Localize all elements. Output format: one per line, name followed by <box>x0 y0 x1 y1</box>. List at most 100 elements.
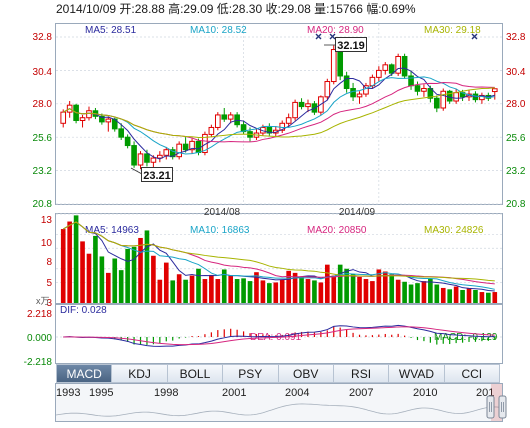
volume-ytick: 3 <box>46 298 52 309</box>
price-ytick-right: 23.2 <box>506 166 526 177</box>
price-panel-frame <box>55 23 503 205</box>
volume-bar <box>151 255 156 303</box>
volume-ma10-label: MA10: 16863 <box>190 225 250 236</box>
candle <box>118 123 125 140</box>
candle-body <box>440 90 447 109</box>
candle-body <box>292 101 298 119</box>
volume-bar <box>344 268 349 303</box>
event-markers[interactable] <box>315 33 478 40</box>
volume-bar <box>157 279 163 303</box>
timeline-year: 1993 <box>56 387 80 399</box>
candle <box>285 113 292 128</box>
volume-bar <box>318 282 324 303</box>
candle-body <box>124 136 131 147</box>
candle-body <box>60 111 67 124</box>
candle-body <box>382 64 389 71</box>
macd-ytick: 2.218 <box>27 309 52 320</box>
event-marker-icon <box>329 33 336 40</box>
volume-bar <box>279 279 285 303</box>
candle <box>189 138 195 154</box>
tab-macd[interactable]: MACD <box>56 364 113 383</box>
price-ytick-left: 23.2 <box>33 166 53 177</box>
candle <box>298 98 305 110</box>
candle <box>221 107 228 122</box>
volume-bar <box>267 283 272 303</box>
price-ytick-right: 25.6 <box>506 133 526 144</box>
volume-bar <box>382 271 388 303</box>
macd-value-label: MACD: -0.129 <box>434 332 498 343</box>
price-ytick-right: 20.8 <box>506 199 526 210</box>
volume-bar <box>241 278 246 303</box>
timeline-frame[interactable] <box>55 383 503 422</box>
timeline-handle-left[interactable] <box>486 395 495 419</box>
candle <box>176 141 182 160</box>
candle <box>163 146 170 160</box>
candle <box>305 99 311 113</box>
candle-body <box>305 103 311 108</box>
macd-ytick: -2.218 <box>24 357 53 368</box>
volume-ytick: 13 <box>41 215 53 226</box>
candle-body <box>337 49 344 77</box>
candle-body <box>414 85 421 92</box>
price-ytick-left: 30.4 <box>33 67 53 78</box>
candle-body <box>79 117 86 122</box>
candle <box>227 112 234 124</box>
volume-bar <box>447 289 453 303</box>
candle-body <box>227 114 234 120</box>
tab-cci[interactable]: CCI <box>444 364 500 383</box>
candle <box>440 88 447 111</box>
timeline-history-line <box>55 403 501 417</box>
candle <box>376 66 382 82</box>
candle <box>395 53 401 76</box>
macd-dif-label: DIF: 0.028 <box>60 305 107 316</box>
price-ma30-label: MA30: 29.18 <box>424 25 481 36</box>
volume-bar <box>286 270 291 303</box>
tab-kdj[interactable]: KDJ <box>112 364 168 383</box>
volume-bar <box>273 282 279 303</box>
volume-bar <box>144 230 150 303</box>
candle <box>182 137 189 153</box>
volume-bar <box>421 281 427 303</box>
price-header: 2014/10/09 开:28.88 高:29.09 低:28.30 收:29.… <box>56 1 416 16</box>
volume-bar <box>408 284 414 303</box>
price-moving-averages <box>62 67 495 160</box>
tab-boll[interactable]: BOLL <box>167 364 224 383</box>
timeline-year: 2001 <box>222 387 246 399</box>
volume-ma20-label: MA20: 20850 <box>307 225 367 236</box>
candle <box>330 45 337 85</box>
price-ytick-left: 32.8 <box>33 32 53 43</box>
price-ma30-line <box>62 87 495 138</box>
candle-body <box>214 114 221 128</box>
candle <box>337 48 344 81</box>
indicator-tabs: MACD KDJ BOLL PSY OBV RSI WVAD CCI <box>56 364 500 383</box>
timeline-year: 1998 <box>154 387 178 399</box>
candle <box>73 103 79 124</box>
volume-bar <box>221 269 227 303</box>
macd-dif-line <box>63 324 495 347</box>
volume-bar <box>453 286 459 303</box>
volume-ytick: 5 <box>46 278 52 289</box>
volume-ytick: 10 <box>41 238 53 249</box>
tab-rsi[interactable]: RSI <box>333 364 390 383</box>
candle-body <box>324 81 331 98</box>
candle-body <box>182 143 189 151</box>
tab-wvad[interactable]: WVAD <box>389 364 445 383</box>
price-ytick-left: 20.8 <box>33 199 53 210</box>
volume-bar <box>305 279 311 303</box>
candle <box>343 71 350 93</box>
timeline-handle-right[interactable] <box>498 395 507 419</box>
volume-bar <box>440 287 446 303</box>
tab-obv[interactable]: OBV <box>278 364 334 383</box>
tab-psy[interactable]: PSY <box>223 364 279 383</box>
volume-bars <box>60 215 498 303</box>
volume-bar <box>415 283 420 303</box>
volume-bar <box>460 289 465 303</box>
timeline-selection[interactable] <box>491 384 502 421</box>
candle-body <box>189 140 195 151</box>
volume-bar <box>350 274 356 303</box>
candle <box>401 53 408 79</box>
volume-bar <box>324 264 330 303</box>
volume-bar <box>428 279 433 303</box>
candle <box>214 112 221 131</box>
